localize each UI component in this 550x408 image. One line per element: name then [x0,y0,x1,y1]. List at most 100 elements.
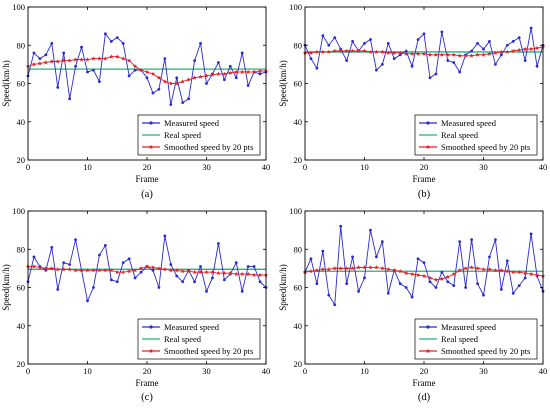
data-point [535,64,539,68]
y-tick-label: 80 [294,244,303,254]
data-point [499,49,504,54]
panel-caption: (b) [418,189,431,200]
data-point [144,264,150,269]
legend-entry: Measured speed [419,118,497,128]
y-tick-label: 100 [289,206,302,216]
data-point [210,72,215,77]
data-point [222,278,226,282]
data-point [380,266,385,271]
data-point [180,79,185,84]
data-point [427,275,433,280]
data-point [363,276,366,280]
data-point [356,48,361,53]
data-point [234,76,238,80]
legend-marker [426,121,430,125]
y-tick-label: 60 [294,283,303,293]
data-point [174,81,179,86]
data-point [68,263,72,266]
x-tick-label: 30 [479,366,488,376]
data-point [222,71,227,76]
data-point [257,272,263,277]
data-point [380,62,384,66]
x-tick-label: 0 [303,162,307,172]
data-point [205,289,208,293]
data-point [234,271,239,276]
data-point [380,240,384,244]
data-point [427,52,433,57]
data-point [333,303,337,307]
data-point [133,68,137,72]
data-point [458,70,462,74]
y-tick-label: 20 [294,359,303,369]
data-point [320,267,326,272]
data-point [192,75,197,80]
legend-entry: Measured speed [142,322,220,332]
data-point [511,291,515,295]
data-point [529,232,533,236]
data-point [204,73,209,78]
data-point [168,267,173,273]
data-point [193,280,197,284]
data-point [217,61,220,64]
data-point [439,52,445,57]
data-point [481,267,486,272]
data-point [464,286,468,289]
data-point [56,288,60,291]
y-axis-label: Speed(km/h) [278,60,288,107]
data-point [315,66,319,70]
data-point [175,76,179,80]
data-point [205,82,208,85]
chart-panel-2: 20 40 60 80 100 0 10 20 30 40 Frame Speed(km/h) (b) M… [278,2,547,200]
data-point [103,244,107,247]
data-point [338,48,343,53]
data-point [362,265,367,270]
data-point [482,293,485,297]
data-point [409,51,415,56]
data-point [92,286,95,289]
data-point [398,268,403,274]
legend-label: Measured speed [441,322,497,332]
data-point [428,76,432,80]
data-point [98,253,101,257]
data-point [151,91,155,95]
data-point [499,288,503,291]
data-point [211,276,214,280]
data-point [186,77,191,82]
y-tick-label: 40 [294,321,303,331]
data-point [451,271,456,276]
y-tick-label: 80 [294,40,303,50]
legend-entry: Real speed [419,334,479,344]
data-point [463,266,468,271]
data-point [333,36,337,39]
data-point [97,56,102,61]
data-point [186,268,191,274]
x-tick-label: 30 [202,366,211,376]
x-tick-label: 10 [83,366,92,376]
data-point [163,57,167,61]
data-point [199,41,202,45]
data-point [434,72,438,76]
data-point [62,261,66,265]
data-point [109,54,114,59]
data-point [157,286,161,289]
data-point [121,269,126,275]
legend: Measured speed Real speed Smoothed speed b… [414,318,538,360]
data-point [150,71,156,76]
legend-label: Smoothed speed by 20 pts [441,346,530,356]
legend-marker [149,325,153,329]
data-point [326,49,331,54]
data-point [50,245,54,249]
data-point [482,47,485,51]
y-tick-label: 80 [17,40,26,50]
data-point [132,63,138,69]
data-point [144,69,150,74]
data-point [374,265,379,270]
data-point [240,51,244,55]
data-point [421,51,427,56]
data-point [156,75,162,80]
x-tick-label: 0 [26,162,30,172]
data-point [175,274,179,278]
data-point [308,268,314,274]
data-point [74,64,77,68]
